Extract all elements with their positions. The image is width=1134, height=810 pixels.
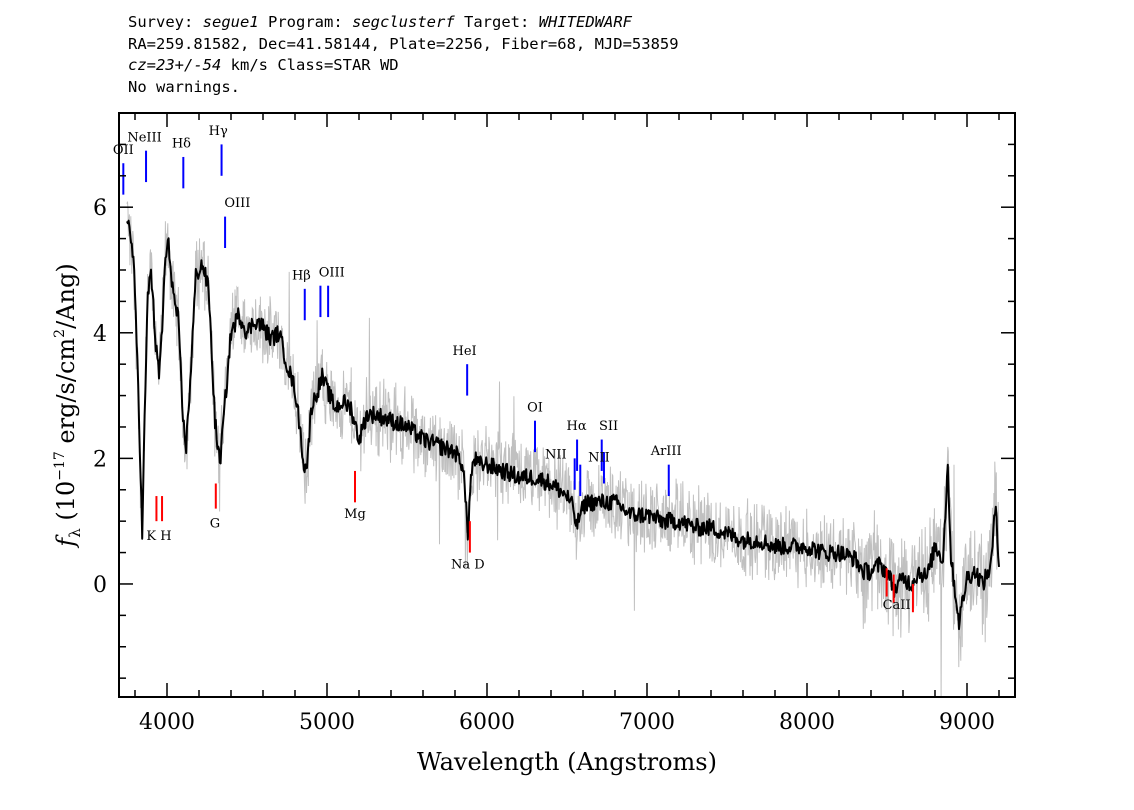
y-tick-label: 4 [93, 322, 107, 347]
plot-frame [118, 112, 1016, 698]
redshift-value: cz=23+/-54 [128, 56, 222, 74]
survey-value: segue1 [202, 13, 259, 31]
absorption-line-label: CaII [883, 598, 911, 613]
y-axis-subscript: λ [66, 528, 84, 538]
emission-line-label: NII [545, 447, 567, 462]
absorption-line-label: Mg [344, 507, 366, 522]
emission-line-label: Hγ [209, 124, 228, 139]
x-axis-title: Wavelength (Angstroms) [417, 748, 717, 776]
flux-line [126, 219, 1000, 631]
header-line-1: Survey: segue1 Program: segclusterf Targ… [128, 12, 679, 34]
program-value: segclusterf [352, 13, 455, 31]
emission-line-label: Hβ [292, 268, 311, 283]
header-line-3: cz=23+/-54 km/s Class=STAR WD [128, 55, 679, 77]
emission-line-label: OIII [224, 196, 250, 211]
emission-line-label: ArIII [650, 444, 682, 459]
y-tick-label: 0 [93, 573, 107, 598]
header-line-2: RA=259.81582, Dec=41.58144, Plate=2256, … [128, 34, 679, 53]
y-tick-label: 2 [93, 447, 107, 472]
y-axis-exponent: −17 [52, 451, 68, 481]
emission-line-label: OI [527, 400, 543, 415]
x-tick-label: 8000 [779, 710, 835, 735]
spectrum-header: Survey: segue1 Program: segclusterf Targ… [128, 12, 679, 98]
noise-band [126, 201, 1000, 697]
axis-ticks: 4000 5000 6000 7000 8000 9000 0 2 4 6 [93, 112, 1015, 735]
emission-line-label: NeIII [127, 130, 161, 145]
emission-line-label: SII [599, 419, 618, 434]
absorption-line-label: G [210, 516, 220, 531]
target-label: Target: [464, 13, 530, 31]
y-axis-title: fλ (10−17 erg/s/cm2/Ang) [52, 263, 84, 548]
emission-line-label: Hα [567, 419, 587, 434]
survey-label: Survey: [128, 13, 194, 31]
program-label: Program: [268, 13, 343, 31]
emission-line-label: Hδ [172, 137, 191, 152]
x-tick-label: 9000 [939, 710, 995, 735]
y-axis-cm-exponent: 2 [52, 329, 68, 338]
header-line-4: No warnings. [128, 77, 240, 96]
x-tick-label: 4000 [139, 710, 195, 735]
x-tick-label: 6000 [459, 710, 515, 735]
y-tick-label: 6 [93, 196, 107, 221]
absorption-line-label: K H [146, 529, 171, 544]
noise-trace [126, 201, 1000, 697]
flux-series [126, 219, 1000, 631]
emission-line-label: OIII [319, 265, 345, 280]
target-value: WHITEDWARF [538, 13, 633, 31]
absorption-line-label: Na D [451, 557, 485, 572]
svg-text:fλ (10−17 erg/s/cm2/Ang): fλ (10−17 erg/s/cm2/Ang) [52, 263, 84, 548]
class-value: km/s Class=STAR WD [221, 56, 399, 74]
x-tick-label: 5000 [299, 710, 355, 735]
emission-line-label: NII [588, 451, 610, 466]
x-tick-label: 7000 [619, 710, 675, 735]
emission-line-label: HeI [453, 344, 477, 359]
